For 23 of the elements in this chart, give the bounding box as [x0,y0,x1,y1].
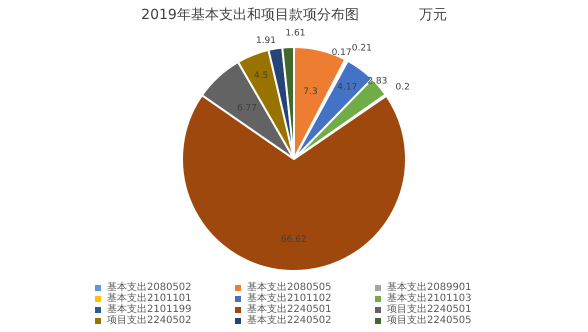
legend-label: 项目支出2240501 [386,304,473,315]
legend-label: 基本支出2101103 [386,293,473,304]
data-label: 66.62 [280,234,307,245]
legend-label: 项目支出2240502 [106,315,193,326]
legend-label: 基本支出2080502 [106,282,193,293]
data-label: 0.17 [332,48,352,58]
legend-label: 基本支出2240502 [246,315,333,326]
data-label: 4.17 [337,82,358,92]
legend-label: 基本支出2101101 [106,293,193,304]
data-label: 0.21 [352,43,372,54]
legend-label: 基本支出2080505 [246,282,333,293]
data-label: 7.3 [303,86,318,97]
data-label: 1.61 [285,28,306,39]
legend-label: 基本支出2089901 [386,282,473,293]
chart-title: 2019年基本支出和项目款项分布图 [141,7,359,23]
legend-label: 基本支出2240501 [246,304,333,315]
legend-label: 项目支出2240505 [386,315,473,326]
data-label: 1.91 [256,36,276,46]
data-label: 0.2 [396,82,410,93]
data-label: 4.5 [254,71,268,82]
legend-label: 基本支出2101102 [246,293,333,304]
legend-label: 基本支出2101199 [106,304,193,315]
chart-subtitle: 万元 [418,7,447,23]
